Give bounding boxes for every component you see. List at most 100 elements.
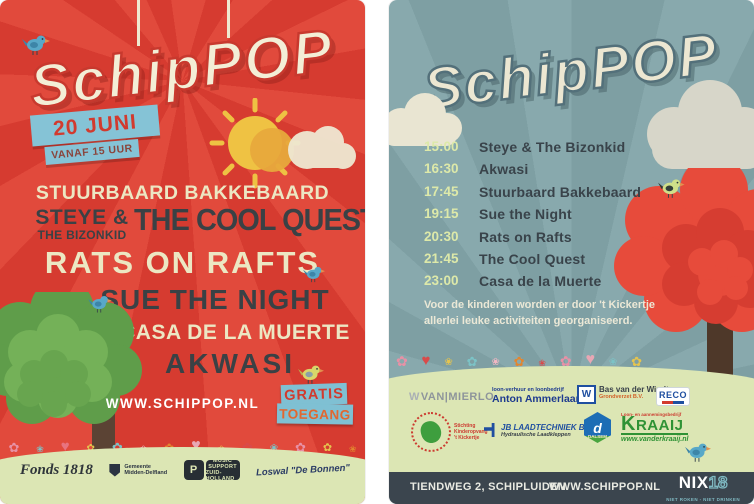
kickertje-line1: Stichting — [454, 423, 476, 429]
loswal-de-bonnen-logo: Loswal "De Bonnen" — [255, 462, 351, 478]
gemeente-midden-delfland-logo: Gemeente Midden-Delfland — [109, 463, 167, 477]
hanging-string — [227, 0, 230, 38]
anton-ammerlaan-logo: loon-verhuur en loonbedrijf Anton Ammerl… — [492, 387, 582, 405]
schedule-row: 20:30 Rats on Rafts — [424, 229, 641, 251]
schedule-row: 15:00 Steye & The Bizonkid — [424, 139, 641, 161]
gemeente-name-line1: Gemeente — [124, 464, 151, 470]
kraaij-logo: Loon- en aannemingsbedrijf KRAAIJ www.va… — [621, 412, 689, 443]
schedule-time: 17:45 — [424, 183, 459, 199]
red-tree-icon — [614, 168, 754, 480]
frog-icon — [418, 418, 444, 446]
flower-icon: ✿ — [395, 353, 408, 369]
kraaij-k: K — [621, 413, 636, 435]
schedule-row: 16:30 Akwasi — [424, 161, 641, 183]
dalsem-logo: d DALSEM — [584, 412, 611, 443]
jb-subtitle: Hydraulische Laadkleppen — [501, 432, 571, 438]
blue-bird-icon — [88, 295, 112, 313]
sponsor-strip — [0, 447, 365, 504]
music-support-logo: P MUSIC SUPPORT ZUID-HOLLAND — [183, 458, 240, 482]
schedule-list: 15:00 Steye & The Bizonkid 16:30 Akwasi … — [424, 139, 641, 296]
schedule-time: 21:45 — [424, 250, 459, 266]
lineup-act-steye: STEYE & THE BIZONKID — [24, 206, 140, 242]
toegang-badge: TOEGANG — [276, 403, 354, 425]
kraaij-website: www.vanderkraaij.nl — [621, 433, 689, 443]
lineup-act-casa: CASA DE LA MUERTE — [120, 321, 350, 344]
poster-schedule: SchipPOP — [389, 0, 754, 504]
van-mierlo-mark-icon: W — [409, 391, 420, 403]
cloud-icon — [647, 80, 754, 169]
schedule-act: Casa de la Muerte — [479, 273, 602, 290]
schedule-time: 16:30 — [424, 161, 459, 177]
blue-bird-icon — [303, 266, 325, 283]
hanging-string — [137, 0, 140, 46]
sun-and-cloud-icon — [209, 98, 356, 189]
windt-w-icon: W — [577, 385, 596, 404]
van-mierlo-logo: WVAN|MIERLO — [409, 391, 494, 403]
kraaij-subtitle: Loon- en aannemingsbedrijf — [621, 412, 682, 417]
nix18-logo: NIX18 NIET ROKEN - NIET DRINKEN — [666, 473, 740, 504]
schedule-act: Steye & The Bizonkid — [479, 139, 626, 155]
music-support-line2: SUPPORT — [208, 464, 237, 470]
flower-icon: ❀ — [348, 444, 357, 454]
schedule-time: 15:00 — [424, 139, 459, 154]
shield-icon — [109, 463, 121, 477]
schedule-act: Akwasi — [479, 161, 529, 178]
lineup-act-steye-line2: THE BIZONKID — [37, 228, 127, 242]
van-mierlo-name: VAN|MIERLO — [420, 391, 495, 403]
lineup-act-coolquest: THE COOL QUEST — [134, 202, 365, 237]
lineup-act-steye-line1: STEYE & — [35, 206, 129, 229]
kids-note-line2: allerlei leuke activiteiten georganiseer… — [424, 315, 633, 327]
kickertje-line3: 't Kickertje — [454, 435, 480, 441]
lineup-act-sue: SUE THE NIGHT — [100, 284, 330, 315]
jb-laadtechniek-logo: JB LAADTECHNIEK B.V. Hydraulische Laadkl… — [484, 423, 594, 438]
jb-mark-icon — [484, 423, 495, 437]
lineup-act-stuurbaard: STUURBAARD BAKKEBAARD — [35, 182, 330, 204]
ammerlaan-subtitle: loon-verhuur en loonbedrijf — [492, 387, 564, 393]
dalsem-name: DALSEM — [588, 434, 607, 439]
kids-note: Voor de kinderen worden er door 't Kicke… — [424, 297, 655, 329]
ammerlaan-name: Anton Ammerlaan — [492, 393, 583, 405]
music-support-line3: ZUID-HOLLAND — [205, 470, 235, 482]
green-bird-icon — [658, 179, 685, 198]
reco-name: RECO — [658, 390, 687, 400]
kickertje-ring-icon — [411, 412, 451, 452]
bottom-info-bar: TIENDWEG 2, SCHIPLUIDEN WWW.SCHIPPOP.NL … — [389, 472, 754, 504]
kids-note-line1: Voor de kinderen worden er door 't Kicke… — [424, 299, 656, 311]
jb-name: JB LAADTECHNIEK B.V. — [501, 423, 594, 432]
flower-icon: ❀ — [444, 357, 453, 368]
kickertje-logo: Stichting Kinderopvang 't Kickertje — [411, 412, 488, 452]
heart-flower-icon: ♥ — [421, 352, 431, 369]
website-url: WWW.SCHIPPOP.NL — [549, 481, 661, 493]
flower-icon: ✿ — [466, 354, 478, 369]
windt-subtitle: Grondverzet B.V. — [599, 394, 644, 400]
kickertje-line2: Kinderopvang — [454, 429, 488, 435]
schedule-row: 19:15 Sue the Night — [424, 206, 641, 228]
schedule-act: Stuurbaard Bakkebaard — [479, 183, 642, 200]
poster-lineup: SchipPOP 20 JUNI VANAF 15 UUR STUURBAARD… — [0, 0, 365, 504]
windt-name: Bas van der Windt — [599, 385, 669, 394]
nix-18: 18 — [708, 473, 728, 492]
schedule-row: 23:00 Casa de la Muerte — [424, 273, 641, 295]
flower-border: ✿ ♥ ❀ ✿ ❀ ✿ ❀ ✿ ♥ ❀ ✿ — [389, 338, 649, 369]
nix-subtitle: NIET ROKEN - NIET DRINKEN — [666, 497, 740, 502]
blue-bird-icon — [685, 443, 711, 462]
music-support-line1: MUSIC — [212, 458, 233, 464]
schedule-act: Rats on Rafts — [479, 228, 572, 245]
schedule-act: The Cool Quest — [479, 250, 586, 267]
schedule-time: 23:00 — [424, 273, 459, 289]
yellow-bird-icon — [298, 365, 324, 384]
schedule-act: Sue the Night — [479, 206, 572, 223]
nix-text: NIX — [678, 473, 709, 492]
venue-address: TIENDWEG 2, SCHIPLUIDEN — [410, 481, 567, 493]
green-tree-icon — [0, 292, 142, 462]
schedule-time: 19:15 — [424, 206, 459, 222]
lineup-act-rats: RATS ON RAFTS — [44, 245, 321, 280]
schedule-time: 20:30 — [424, 228, 459, 244]
lineup-act-akwasi: AKWASI — [165, 348, 295, 379]
blue-bird-icon — [22, 35, 50, 55]
reco-bar-icon — [662, 401, 684, 404]
kraaij-name: RAAIJ — [635, 417, 684, 434]
fonds1818-logo: Fonds 1818 — [20, 461, 93, 478]
website-url: WWW.SCHIPPOP.NL — [105, 396, 260, 411]
